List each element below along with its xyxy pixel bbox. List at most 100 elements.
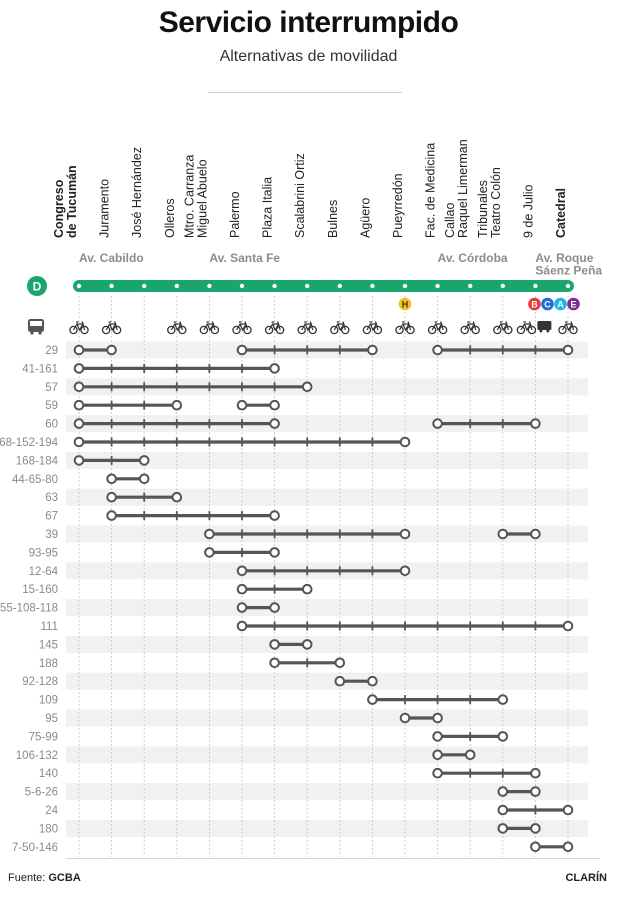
- route-endpoint: [432, 731, 443, 742]
- row-background: [66, 488, 588, 506]
- station-stop-dot: [76, 283, 82, 289]
- bike-wheel: [112, 325, 122, 335]
- bicycle-icon: [232, 321, 252, 335]
- station-name: Callao: [443, 203, 457, 238]
- route-endpoint: [73, 344, 85, 356]
- bicycle-icon: [69, 321, 89, 335]
- bicycle-icon: [460, 321, 480, 335]
- bike-frame: [170, 321, 183, 332]
- bus-line-label: 67: [45, 511, 58, 523]
- bike-wheel: [275, 325, 285, 335]
- route-endpoint: [432, 418, 443, 429]
- bicycle-icon: [330, 321, 350, 335]
- station-stop-dot: [565, 283, 571, 289]
- subway-line-d-diagram: Congreso de Tucumán Juramento José Hernánde…: [0, 139, 602, 857]
- station-label-14: Tribunales Teatro Colón: [476, 167, 503, 238]
- transfer-line-a-badge: [554, 297, 567, 311]
- bike-wheel: [80, 325, 89, 335]
- station-stop-dot: [174, 283, 179, 289]
- route-endpoint: [530, 528, 541, 540]
- avenue-label: Av. Roque: [535, 251, 593, 265]
- bicycle-icon: [493, 321, 513, 335]
- line-d-badge: [27, 276, 47, 296]
- route-endpoint: [464, 749, 476, 761]
- station-label-1: Congreso de Tucumán: [52, 165, 79, 238]
- transfer-line-h-badge: [398, 297, 412, 311]
- route-endpoint: [367, 344, 378, 356]
- bus-line-label: 111: [41, 621, 58, 633]
- bus-line-label: 24: [45, 805, 58, 817]
- route-endpoint: [73, 399, 85, 411]
- metrobus-wheel: [546, 329, 550, 333]
- bus-line-label: 59: [45, 400, 58, 412]
- bus-line-label: 145: [39, 639, 58, 651]
- route-endpoint: [530, 767, 541, 779]
- station-label-8: Scalabrini Ortiz: [293, 153, 307, 238]
- avenue-label: Av. Córdoba: [438, 251, 508, 265]
- bus-line-label: 68-152-194: [0, 437, 59, 449]
- bike-wheel: [308, 325, 317, 335]
- station-label-15: 9 de Julio: [521, 184, 535, 238]
- route-endpoint: [432, 344, 443, 356]
- bike-wheel: [167, 325, 176, 335]
- route-endpoint: [399, 712, 411, 724]
- station-label-11: Pueyrredón: [391, 173, 405, 238]
- bike-wheel: [199, 325, 209, 335]
- route-endpoint: [497, 731, 509, 742]
- route-endpoint: [171, 491, 183, 503]
- bus-line-label: 93-95: [29, 547, 58, 559]
- route-endpoint: [269, 547, 280, 558]
- station-label-4: Olleros: [163, 198, 177, 238]
- route-endpoint: [432, 767, 443, 779]
- route-endpoint: [269, 639, 280, 650]
- station-stop-dot: [142, 283, 147, 289]
- metrobus-icon: [537, 321, 552, 333]
- row-background: [66, 746, 588, 764]
- bike-wheel: [373, 325, 383, 335]
- station-name: Olleros: [163, 198, 177, 238]
- bike-frame: [464, 321, 477, 332]
- bike-wheel: [471, 325, 480, 335]
- bus-line-label: 168-184: [16, 455, 59, 467]
- route-endpoint: [269, 602, 280, 613]
- station-name: Fac. de Medicina: [424, 143, 438, 238]
- bike-wheel: [232, 325, 241, 335]
- bike-frame: [235, 321, 249, 332]
- route-endpoint: [301, 583, 313, 595]
- route-endpoint: [301, 381, 313, 393]
- station-stop-dot: [500, 283, 505, 289]
- bus-line-label: 39: [45, 529, 58, 541]
- bus-line-label: 180: [39, 823, 58, 835]
- bike-frame: [105, 321, 118, 332]
- route-endpoint: [399, 528, 411, 540]
- metrobus-body: [537, 321, 552, 330]
- transfer-line-letter: C: [544, 300, 551, 310]
- route-endpoint: [334, 657, 346, 669]
- transfer-line-letter: B: [531, 300, 538, 310]
- station-name: Palermo: [228, 191, 242, 238]
- bike-frame: [203, 321, 216, 332]
- bike-wheel: [427, 325, 437, 335]
- bike-wheel: [101, 325, 111, 335]
- station-stop-dot: [305, 283, 310, 289]
- route-endpoint: [530, 841, 541, 853]
- station-stop-dot: [337, 283, 342, 289]
- bike-wheel: [178, 325, 187, 335]
- bus-line-label: 106-132: [16, 750, 58, 762]
- route-endpoint: [236, 620, 248, 632]
- bicycle-icon: [199, 321, 220, 335]
- transfer-line-b-badge: [528, 297, 541, 311]
- station-stop-dot: [533, 283, 538, 289]
- route-endpoint: [236, 583, 248, 595]
- bike-wheel: [516, 325, 526, 335]
- route-endpoint: [432, 712, 443, 724]
- bike-wheel: [362, 325, 372, 335]
- route-endpoint: [301, 639, 313, 650]
- bus-line-label: 60: [45, 419, 58, 431]
- station-label-3: José Hernández: [130, 147, 144, 238]
- transfer-line-letter: A: [557, 300, 564, 310]
- bus-line-label: 5-6-26: [25, 787, 58, 799]
- bike-wheel: [264, 325, 274, 335]
- route-endpoint: [106, 510, 117, 521]
- route-endpoint: [562, 841, 574, 853]
